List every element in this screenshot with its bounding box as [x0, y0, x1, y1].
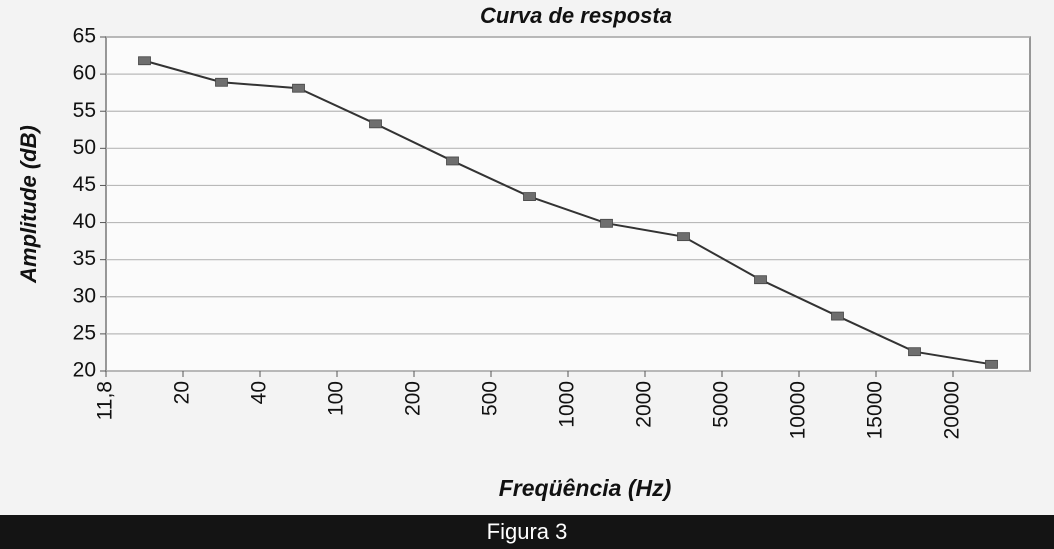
- y-tick-label: 45: [73, 173, 96, 196]
- x-tick-label: 2000: [633, 381, 656, 428]
- chart-title: Curva de resposta: [480, 3, 672, 28]
- marker: [523, 192, 536, 201]
- x-tick-label: 100: [325, 381, 348, 416]
- marker: [446, 156, 459, 166]
- x-tick-label: 15000: [864, 381, 887, 439]
- x-axis-title: Freqüência (Hz): [499, 475, 672, 501]
- x-tick-label: 40: [248, 381, 271, 404]
- x-tick-label: 20: [171, 381, 194, 404]
- y-tick-label: 40: [73, 210, 96, 233]
- y-tick-label: 30: [73, 284, 96, 307]
- marker: [369, 119, 382, 129]
- x-tick-label: 200: [402, 381, 425, 416]
- marker: [600, 218, 613, 228]
- y-tick-label: 60: [73, 62, 96, 85]
- marker: [754, 275, 767, 285]
- caption: Figura 3: [487, 519, 568, 544]
- x-tick-label: 10000: [787, 381, 810, 439]
- y-tick-label: 25: [73, 321, 96, 344]
- y-tick-label: 55: [73, 99, 96, 122]
- marker: [292, 83, 305, 93]
- plot-area: [105, 36, 1031, 372]
- caption-bar: [0, 515, 1054, 549]
- x-tick-label: 500: [479, 381, 502, 416]
- x-tick-label: 1000: [556, 381, 579, 428]
- y-tick-label: 65: [73, 25, 96, 48]
- x-tick-label: 20000: [941, 381, 964, 439]
- marker: [908, 347, 921, 357]
- x-tick-label: 5000: [710, 381, 733, 428]
- marker: [677, 232, 690, 242]
- marker: [985, 359, 998, 369]
- marker: [831, 311, 844, 321]
- x-tick-label: 11,8: [94, 381, 117, 420]
- marker: [138, 56, 151, 66]
- y-tick-label: 35: [73, 247, 96, 270]
- y-axis-title: Amplitude (dB): [16, 125, 41, 284]
- marker: [215, 77, 228, 87]
- y-tick-label: 50: [73, 136, 96, 159]
- line: [144, 59, 992, 366]
- y-tick-label: 20: [73, 359, 96, 382]
